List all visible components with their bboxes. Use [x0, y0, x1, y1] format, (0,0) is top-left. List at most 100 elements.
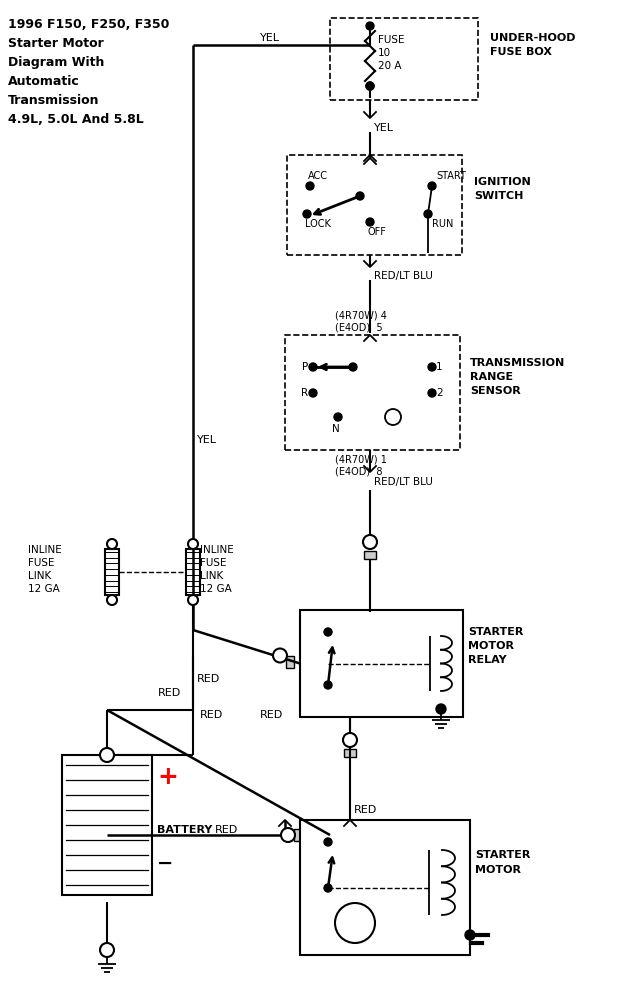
Text: 12 GA: 12 GA — [28, 584, 60, 594]
Text: RED: RED — [215, 825, 239, 835]
Bar — [285, 335, 460, 450]
Circle shape — [100, 748, 114, 762]
Text: YEL: YEL — [374, 123, 394, 133]
Text: 4.9L, 5.0L And 5.8L: 4.9L, 5.0L And 5.8L — [8, 113, 144, 126]
Text: N: N — [332, 424, 340, 434]
Text: (4R70W) 1: (4R70W) 1 — [335, 455, 387, 465]
Text: −: − — [157, 854, 174, 872]
Text: RED: RED — [197, 674, 220, 684]
Text: LINK: LINK — [28, 571, 51, 581]
Text: (4R70W) 4: (4R70W) 4 — [335, 310, 387, 320]
Text: SWITCH: SWITCH — [474, 191, 523, 201]
Bar — [105, 549, 119, 595]
Text: (E4OD)  5: (E4OD) 5 — [335, 322, 383, 332]
Text: (E4OD)  8: (E4OD) 8 — [335, 467, 383, 477]
Text: Starter Motor: Starter Motor — [8, 37, 104, 50]
Circle shape — [107, 539, 117, 549]
Bar — [286, 656, 294, 668]
Circle shape — [335, 903, 375, 943]
Text: 12 GA: 12 GA — [200, 584, 232, 594]
Text: TRANSMISSION: TRANSMISSION — [470, 358, 565, 368]
Circle shape — [366, 22, 374, 30]
Circle shape — [100, 943, 114, 957]
Text: YEL: YEL — [197, 435, 217, 445]
Text: RED/LT BLU: RED/LT BLU — [374, 477, 433, 487]
Text: MOTOR: MOTOR — [468, 641, 514, 651]
Text: INLINE: INLINE — [28, 545, 62, 555]
Circle shape — [465, 930, 475, 940]
Text: RELAY: RELAY — [468, 655, 507, 665]
Circle shape — [306, 182, 314, 190]
Circle shape — [324, 884, 332, 892]
Bar — [344, 749, 356, 757]
Circle shape — [428, 363, 436, 371]
Circle shape — [356, 192, 364, 200]
Text: ACC: ACC — [308, 171, 328, 181]
Text: FUSE: FUSE — [28, 558, 54, 568]
Circle shape — [309, 363, 317, 371]
Text: START: START — [436, 171, 466, 181]
Circle shape — [324, 838, 332, 846]
Text: OFF: OFF — [368, 227, 387, 237]
Text: P: P — [302, 362, 308, 372]
Text: RUN: RUN — [432, 219, 454, 229]
Bar — [294, 829, 302, 841]
Text: 1996 F150, F250, F350: 1996 F150, F250, F350 — [8, 18, 169, 31]
Bar — [62, 755, 152, 895]
Text: D: D — [389, 412, 397, 422]
Circle shape — [366, 82, 374, 90]
Text: SENSOR: SENSOR — [470, 386, 521, 396]
Text: FUSE: FUSE — [200, 558, 227, 568]
Text: RED: RED — [158, 688, 181, 698]
Circle shape — [188, 595, 198, 605]
Text: RED: RED — [354, 805, 377, 815]
Circle shape — [273, 648, 287, 662]
Circle shape — [385, 409, 401, 425]
Circle shape — [107, 595, 117, 605]
Text: 2: 2 — [436, 388, 442, 398]
Text: STARTER: STARTER — [475, 850, 530, 860]
Bar — [300, 820, 470, 955]
Circle shape — [428, 389, 436, 397]
Text: +: + — [157, 765, 178, 789]
Circle shape — [324, 628, 332, 636]
Circle shape — [428, 182, 436, 190]
Text: R: R — [301, 388, 308, 398]
Text: Diagram With: Diagram With — [8, 56, 104, 69]
Text: STARTER: STARTER — [468, 627, 523, 637]
Circle shape — [334, 413, 342, 421]
Text: BATTERY: BATTERY — [157, 825, 213, 835]
Text: LOCK: LOCK — [305, 219, 331, 229]
Text: RANGE: RANGE — [470, 372, 513, 382]
Text: RED: RED — [200, 710, 223, 720]
Bar — [287, 155, 462, 255]
Text: 1: 1 — [436, 362, 442, 372]
Text: Transmission: Transmission — [8, 94, 99, 107]
Circle shape — [366, 218, 374, 226]
Text: RED: RED — [260, 710, 283, 720]
Circle shape — [363, 535, 377, 549]
Circle shape — [424, 210, 432, 218]
Text: UNDER-HOOD: UNDER-HOOD — [490, 33, 575, 43]
Text: FUSE BOX: FUSE BOX — [490, 47, 552, 57]
Text: M: M — [348, 916, 362, 930]
Bar — [330, 18, 478, 100]
Circle shape — [324, 681, 332, 689]
Text: FUSE: FUSE — [378, 35, 405, 45]
Text: Automatic: Automatic — [8, 75, 80, 88]
Circle shape — [281, 828, 295, 842]
Text: LINK: LINK — [200, 571, 223, 581]
Bar — [364, 551, 376, 559]
Text: INLINE: INLINE — [200, 545, 234, 555]
Circle shape — [188, 539, 198, 549]
Circle shape — [303, 210, 311, 218]
Circle shape — [309, 389, 317, 397]
Bar — [300, 610, 463, 717]
Text: 10: 10 — [378, 48, 391, 58]
Text: MOTOR: MOTOR — [475, 865, 521, 875]
Circle shape — [349, 363, 357, 371]
Text: IGNITION: IGNITION — [474, 177, 531, 187]
Text: 20 A: 20 A — [378, 61, 402, 71]
Bar — [186, 549, 200, 595]
Text: RED/LT BLU: RED/LT BLU — [374, 271, 433, 281]
